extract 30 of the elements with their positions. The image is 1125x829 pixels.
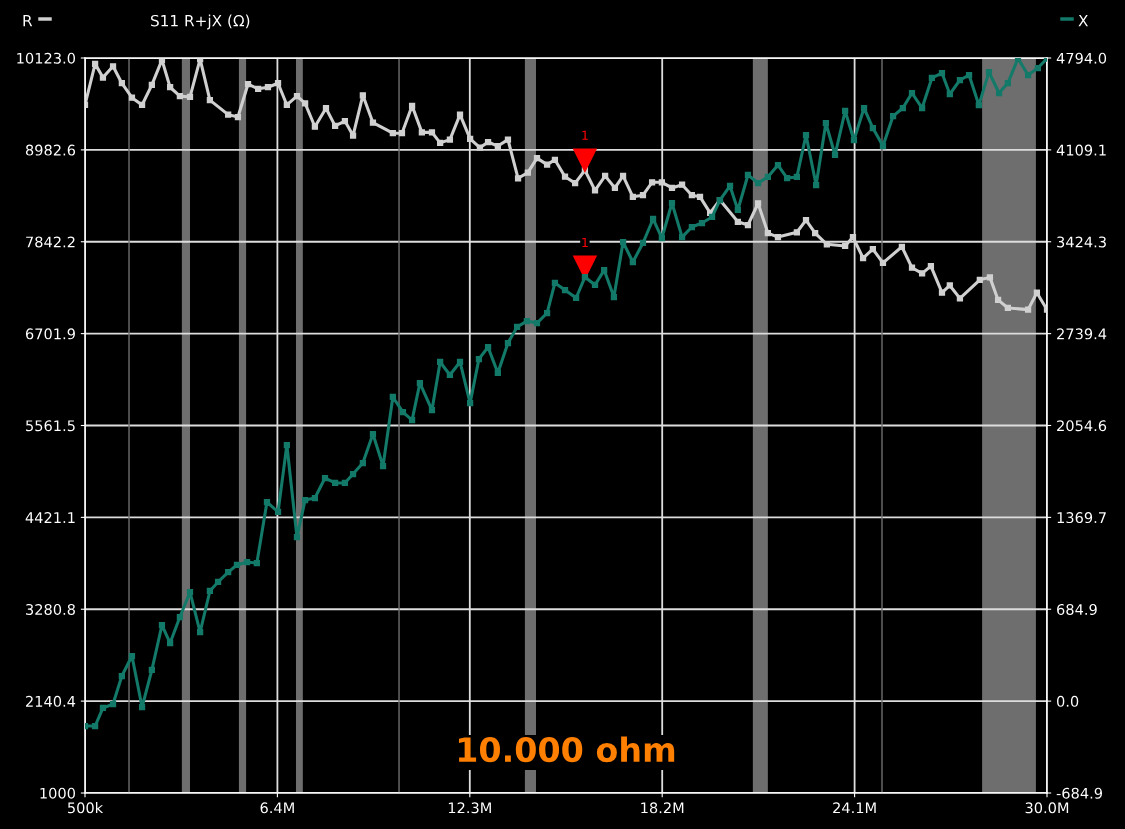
x-tick-label: 6.4M [260,802,294,814]
x-tick-label: 30.0M [1025,802,1069,814]
y-tick-label: 5561.5 [26,420,75,432]
y2-tick-label: 4794.0 [1056,52,1107,64]
y-tick-label: 4421.1 [25,512,75,523]
chart-title: S11 R+jX (Ω) [151,14,250,30]
y-tick-label: 8982.6 [25,144,76,156]
y2-tick-label: 4109.1 [1056,144,1106,156]
y-tick-label: 3280.8 [26,603,75,615]
y2-tick-label: 3424.3 [1057,236,1106,248]
y2-tick-label: 0.0 [1056,695,1079,707]
y2-tick-label: 2054.6 [1057,420,1107,432]
annotation: 1 [582,130,588,140]
y-tick-label: 6701.9 [25,328,75,340]
legend-label: X [1078,15,1088,27]
y2-tick-label: -684.9 [1056,787,1103,799]
y-tick-label: 10123.0 [17,52,75,64]
y-tick-label: 7842.2 [26,236,75,248]
x-tick-label: 12.3M [448,802,491,814]
legend-label: R [23,15,33,27]
annotation: 1 [582,237,588,247]
x-tick-label: 18.2M [641,802,684,814]
y2-tick-label: 2739.4 [1057,328,1107,340]
y2-tick-label: 684.9 [1057,603,1097,615]
y-tick-label: 2140.4 [26,695,76,707]
annotation: 10.000 ohm [458,736,675,763]
y-tick-label: 1000 [40,787,75,799]
x-tick-label: 24.1M [833,802,876,814]
x-tick-label: 500k [67,802,104,814]
y2-tick-label: 1369.7 [1057,512,1106,524]
